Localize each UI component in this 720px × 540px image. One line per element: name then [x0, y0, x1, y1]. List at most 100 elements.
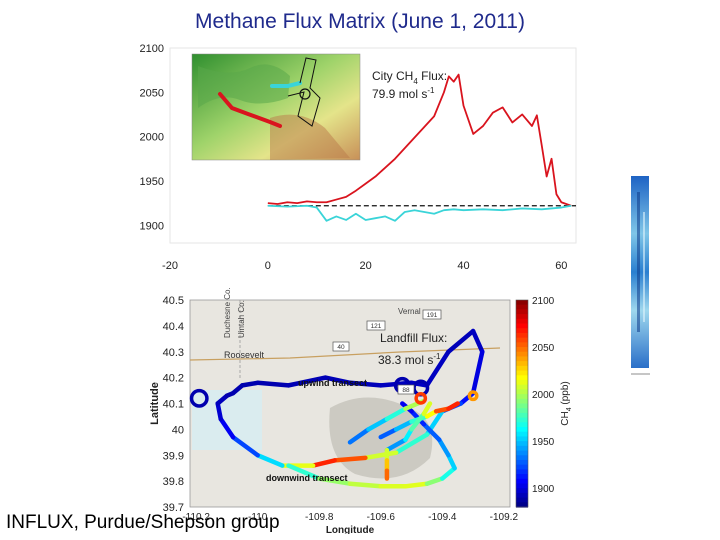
inset-downwind-track	[218, 92, 282, 128]
plot-frame	[169, 47, 577, 244]
page-title: Methane Flux Matrix (June 1, 2011)	[195, 10, 525, 33]
colorbar-band	[516, 474, 528, 480]
highway-shield-40: 40	[332, 341, 350, 352]
colorbar-band	[516, 436, 528, 442]
y-tick-label: 2050	[140, 87, 164, 99]
colorbar-band	[516, 422, 528, 428]
colorbar-band	[516, 332, 528, 339]
city-flux-annotation: City CH4 Flux:	[372, 69, 447, 86]
terrain-ridge	[270, 114, 350, 160]
background-ch4-series-line	[267, 204, 572, 222]
x-tick-label: 40	[457, 260, 469, 272]
track-segment	[384, 406, 408, 422]
highway-shield-88: 88	[397, 384, 415, 395]
colorbar-band	[516, 356, 528, 362]
longitude-tick-label: -110	[248, 512, 268, 523]
svg-text:40: 40	[337, 344, 345, 351]
track-segment	[436, 437, 451, 458]
colorbar-band	[516, 361, 528, 367]
colorbar-band	[516, 464, 528, 470]
landfill-annotation: Landfill Flux:	[380, 331, 447, 345]
colorbar-band	[516, 445, 528, 452]
colorbar-tick-label: 2050	[532, 343, 555, 354]
y-tick-label: 2100	[140, 43, 164, 55]
colorbar-band	[516, 398, 528, 405]
latitude-tick-label: 40.1	[163, 399, 184, 411]
upwind-transect-label: upwind transect	[298, 378, 367, 388]
track-segment	[230, 434, 260, 458]
latitude-tick-label: 40.2	[163, 373, 184, 385]
latitude-tick-label: 40	[172, 424, 184, 436]
y-tick-label: 1900	[140, 220, 164, 232]
colorbar-band	[516, 365, 528, 372]
city-flux-chart: 2100 2050 2000 1950 1900 -20 0 20 40 60 City CH4 …	[140, 43, 577, 272]
x-tick-label: 20	[360, 260, 372, 272]
colorbar-band	[516, 304, 528, 311]
longitude-tick-label: -109.6	[367, 512, 396, 523]
x-tick-label: 60	[555, 260, 567, 272]
track-segment	[409, 411, 427, 432]
track-segment	[446, 401, 460, 411]
colorbar-band	[516, 314, 528, 320]
colorbar-band	[516, 384, 528, 390]
track-segment	[332, 455, 368, 463]
svg-text:191: 191	[427, 312, 438, 319]
track-segment	[310, 458, 337, 468]
latitude-tick-label: 40.5	[163, 295, 184, 307]
track-segment	[378, 427, 399, 440]
y-tick-label: 2000	[140, 132, 164, 144]
colorbar-label-prefix: CH	[560, 411, 571, 425]
track-segment	[316, 476, 353, 486]
colorbar-tick-label: 2100	[532, 296, 555, 307]
inset-flight-path	[287, 57, 321, 127]
track-segment	[255, 453, 285, 468]
colorbar-band	[516, 347, 528, 353]
track-segment	[286, 375, 328, 388]
highway-shield-121: 121	[366, 320, 386, 331]
county-label-uintah: Uintah Co.	[237, 300, 246, 338]
colorbar-band	[516, 417, 528, 423]
track-segment	[393, 432, 430, 455]
terrain-inset-map	[191, 53, 361, 161]
longitude-tick-label: -109.2	[490, 512, 519, 523]
colorbar-frame	[515, 299, 529, 508]
track-loop	[189, 388, 209, 408]
x-axis-label: Longitude	[326, 525, 375, 534]
colorbar-band	[516, 300, 528, 306]
colorbar-band	[516, 483, 528, 489]
track-segment	[255, 380, 291, 388]
city-flux-series	[267, 73, 576, 222]
landfill-map-panel: 40.5 40.4 40.3 40.2 40.1 40 39.9 39.8 39.7-110.2…	[149, 288, 573, 534]
highway-shield-191: 191	[422, 309, 442, 320]
longitude-tick-label: -110.2	[182, 512, 210, 523]
colorbar-band	[516, 337, 528, 343]
flight-tracks	[189, 328, 485, 489]
city-ch4-series-line	[267, 73, 572, 207]
colorbar-label: CH4 (ppb)	[560, 381, 573, 425]
track-segment	[424, 476, 445, 486]
colorbar-band	[516, 431, 528, 438]
track-segment	[218, 416, 236, 440]
county-label-duchesne: Duchesne Co.	[223, 288, 232, 338]
inset-city-marker	[299, 88, 311, 100]
track-segment	[366, 416, 390, 432]
y-axis-label: Latitude	[149, 382, 161, 425]
x-tick-label: 0	[265, 260, 271, 272]
colorbar-band	[516, 412, 528, 419]
x-tick-label: -20	[162, 260, 178, 272]
track-segment	[215, 401, 224, 422]
colorbar-tick-label: 2000	[532, 390, 555, 401]
track-segment	[323, 375, 353, 386]
colorbar-band	[516, 450, 528, 456]
city-flux-value: 79.9 mol s-1	[372, 86, 435, 101]
track-segment	[446, 453, 457, 471]
colorbar-band	[516, 455, 528, 461]
colorbar-band	[516, 379, 528, 386]
track-segment	[240, 380, 260, 388]
colorbar-band	[516, 488, 528, 494]
latitude-tick-label: 39.7	[163, 502, 184, 514]
credit-caption: INFLUX, Purdue/Shepson group	[6, 512, 280, 533]
track-segment	[421, 401, 433, 417]
landfill-value: 38.3 mol s-1	[378, 352, 441, 367]
colorbar-band	[516, 389, 528, 395]
